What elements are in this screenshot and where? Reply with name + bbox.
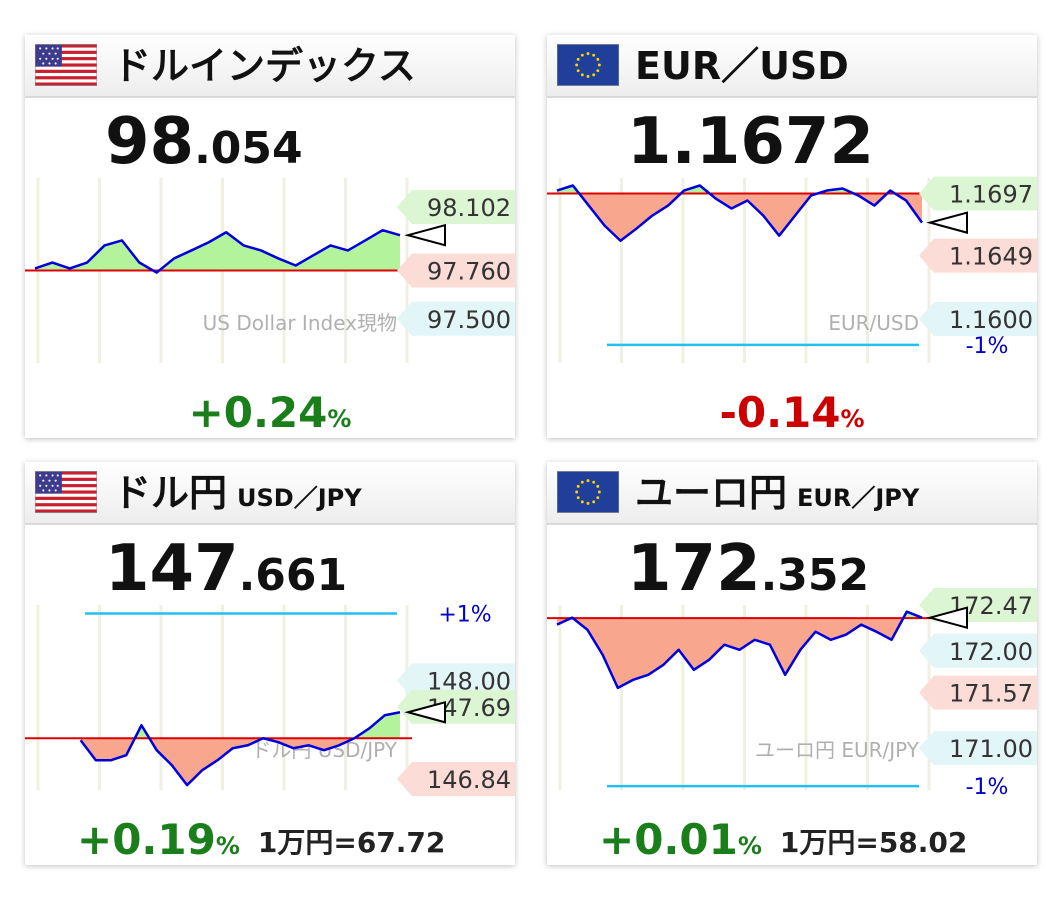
price-tag-label: 171.00 [949, 735, 1033, 763]
price: 147.661 [105, 532, 347, 606]
change-value: +0.24 [189, 388, 328, 437]
panel: EUR／USD 1.1672 EUR/USD -1% 1.1697 1.1649 1.160… [547, 35, 1037, 438]
watermark: US Dollar Index現物 [203, 311, 397, 335]
price-line [79, 711, 401, 787]
price-tag-label: 171.57 [949, 680, 1033, 708]
price: 172.352 [627, 532, 869, 606]
watermark: EUR/USD [828, 311, 919, 335]
price-line [34, 228, 401, 274]
price-tag [397, 761, 515, 796]
price-main: 98 [105, 105, 194, 179]
conversion: 1万円=58.02 [780, 826, 968, 859]
panel: ドルインデックス 98.054 US Dollar Index現物 98.102 97.… [25, 35, 515, 438]
pointer [926, 606, 968, 629]
change-value: +0.19 [77, 815, 216, 864]
panel-subtitle: USD／JPY [237, 484, 362, 512]
price-tag-label: 97.760 [427, 258, 511, 286]
panel-bg [547, 35, 1037, 438]
price-main: 172 [627, 532, 761, 606]
price-tag-label: 1.1697 [949, 181, 1033, 209]
conversion: 1万円=67.72 [258, 826, 446, 859]
price-tag-label: 172.00 [949, 638, 1033, 666]
change: +0.01% [599, 815, 762, 864]
flag [557, 471, 619, 513]
price-line [556, 610, 923, 690]
price-tag [919, 731, 1037, 766]
flag [557, 44, 619, 86]
change-unit: % [327, 405, 351, 433]
header-bg [547, 462, 1037, 524]
price-tag [397, 301, 515, 336]
change-value: -0.14 [719, 388, 840, 437]
ref-label: -1% [966, 775, 1009, 800]
price: 98.054 [105, 105, 303, 179]
area-down [557, 193, 922, 241]
price-tag [919, 302, 1037, 337]
price-decimals: .661 [239, 550, 348, 601]
price-tag-label: 98.102 [427, 194, 511, 222]
price-tag-label: 97.500 [427, 306, 511, 334]
price-tag-label: 1.1649 [949, 243, 1033, 271]
panel-title: ドル円 [113, 471, 227, 515]
price-decimals: .352 [761, 550, 870, 601]
price-main: 1.1672 [627, 105, 874, 179]
area-down [557, 618, 922, 688]
price-tag [919, 238, 1037, 273]
change: +0.24% [189, 388, 352, 437]
flag [35, 44, 97, 86]
price-tag-label: 146.84 [427, 766, 511, 794]
header-bg [25, 35, 515, 97]
price-decimals: .054 [194, 123, 303, 174]
price-tag [397, 663, 515, 698]
pointer [404, 223, 446, 247]
panel-title: ユーロ円 [635, 471, 787, 515]
price-tag [919, 633, 1037, 668]
price-tag-label: 1.1600 [949, 306, 1033, 334]
change-value: +0.01 [599, 815, 738, 864]
pointer [404, 700, 446, 724]
price-tag [919, 675, 1037, 710]
flag [35, 471, 97, 513]
price-main: 147 [105, 532, 239, 606]
header-bg [25, 462, 515, 524]
price-tag [397, 253, 515, 288]
pointer [926, 211, 968, 234]
price-tag [397, 189, 515, 224]
area-up [557, 185, 922, 194]
price: 1.1672 [627, 105, 874, 179]
price-tag [919, 176, 1037, 211]
panel-subtitle: EUR／JPY [797, 484, 920, 512]
change-unit: % [216, 832, 240, 860]
area-up [35, 230, 400, 271]
header-bg [547, 35, 1037, 97]
ref-label: -1% [966, 334, 1009, 359]
change: -0.14% [719, 388, 864, 437]
ref-label: +1% [438, 602, 491, 627]
change-unit: % [738, 832, 762, 860]
area-up [80, 712, 400, 739]
change: +0.19% [77, 815, 240, 864]
area-down [80, 738, 400, 786]
panel-bg [25, 462, 515, 865]
panel-title: EUR／USD [635, 44, 849, 88]
panel-title: ドルインデックス [113, 44, 416, 88]
change-unit: % [841, 405, 865, 433]
price-line [556, 184, 924, 242]
watermark: ユーロ円 EUR/JPY [755, 738, 920, 762]
